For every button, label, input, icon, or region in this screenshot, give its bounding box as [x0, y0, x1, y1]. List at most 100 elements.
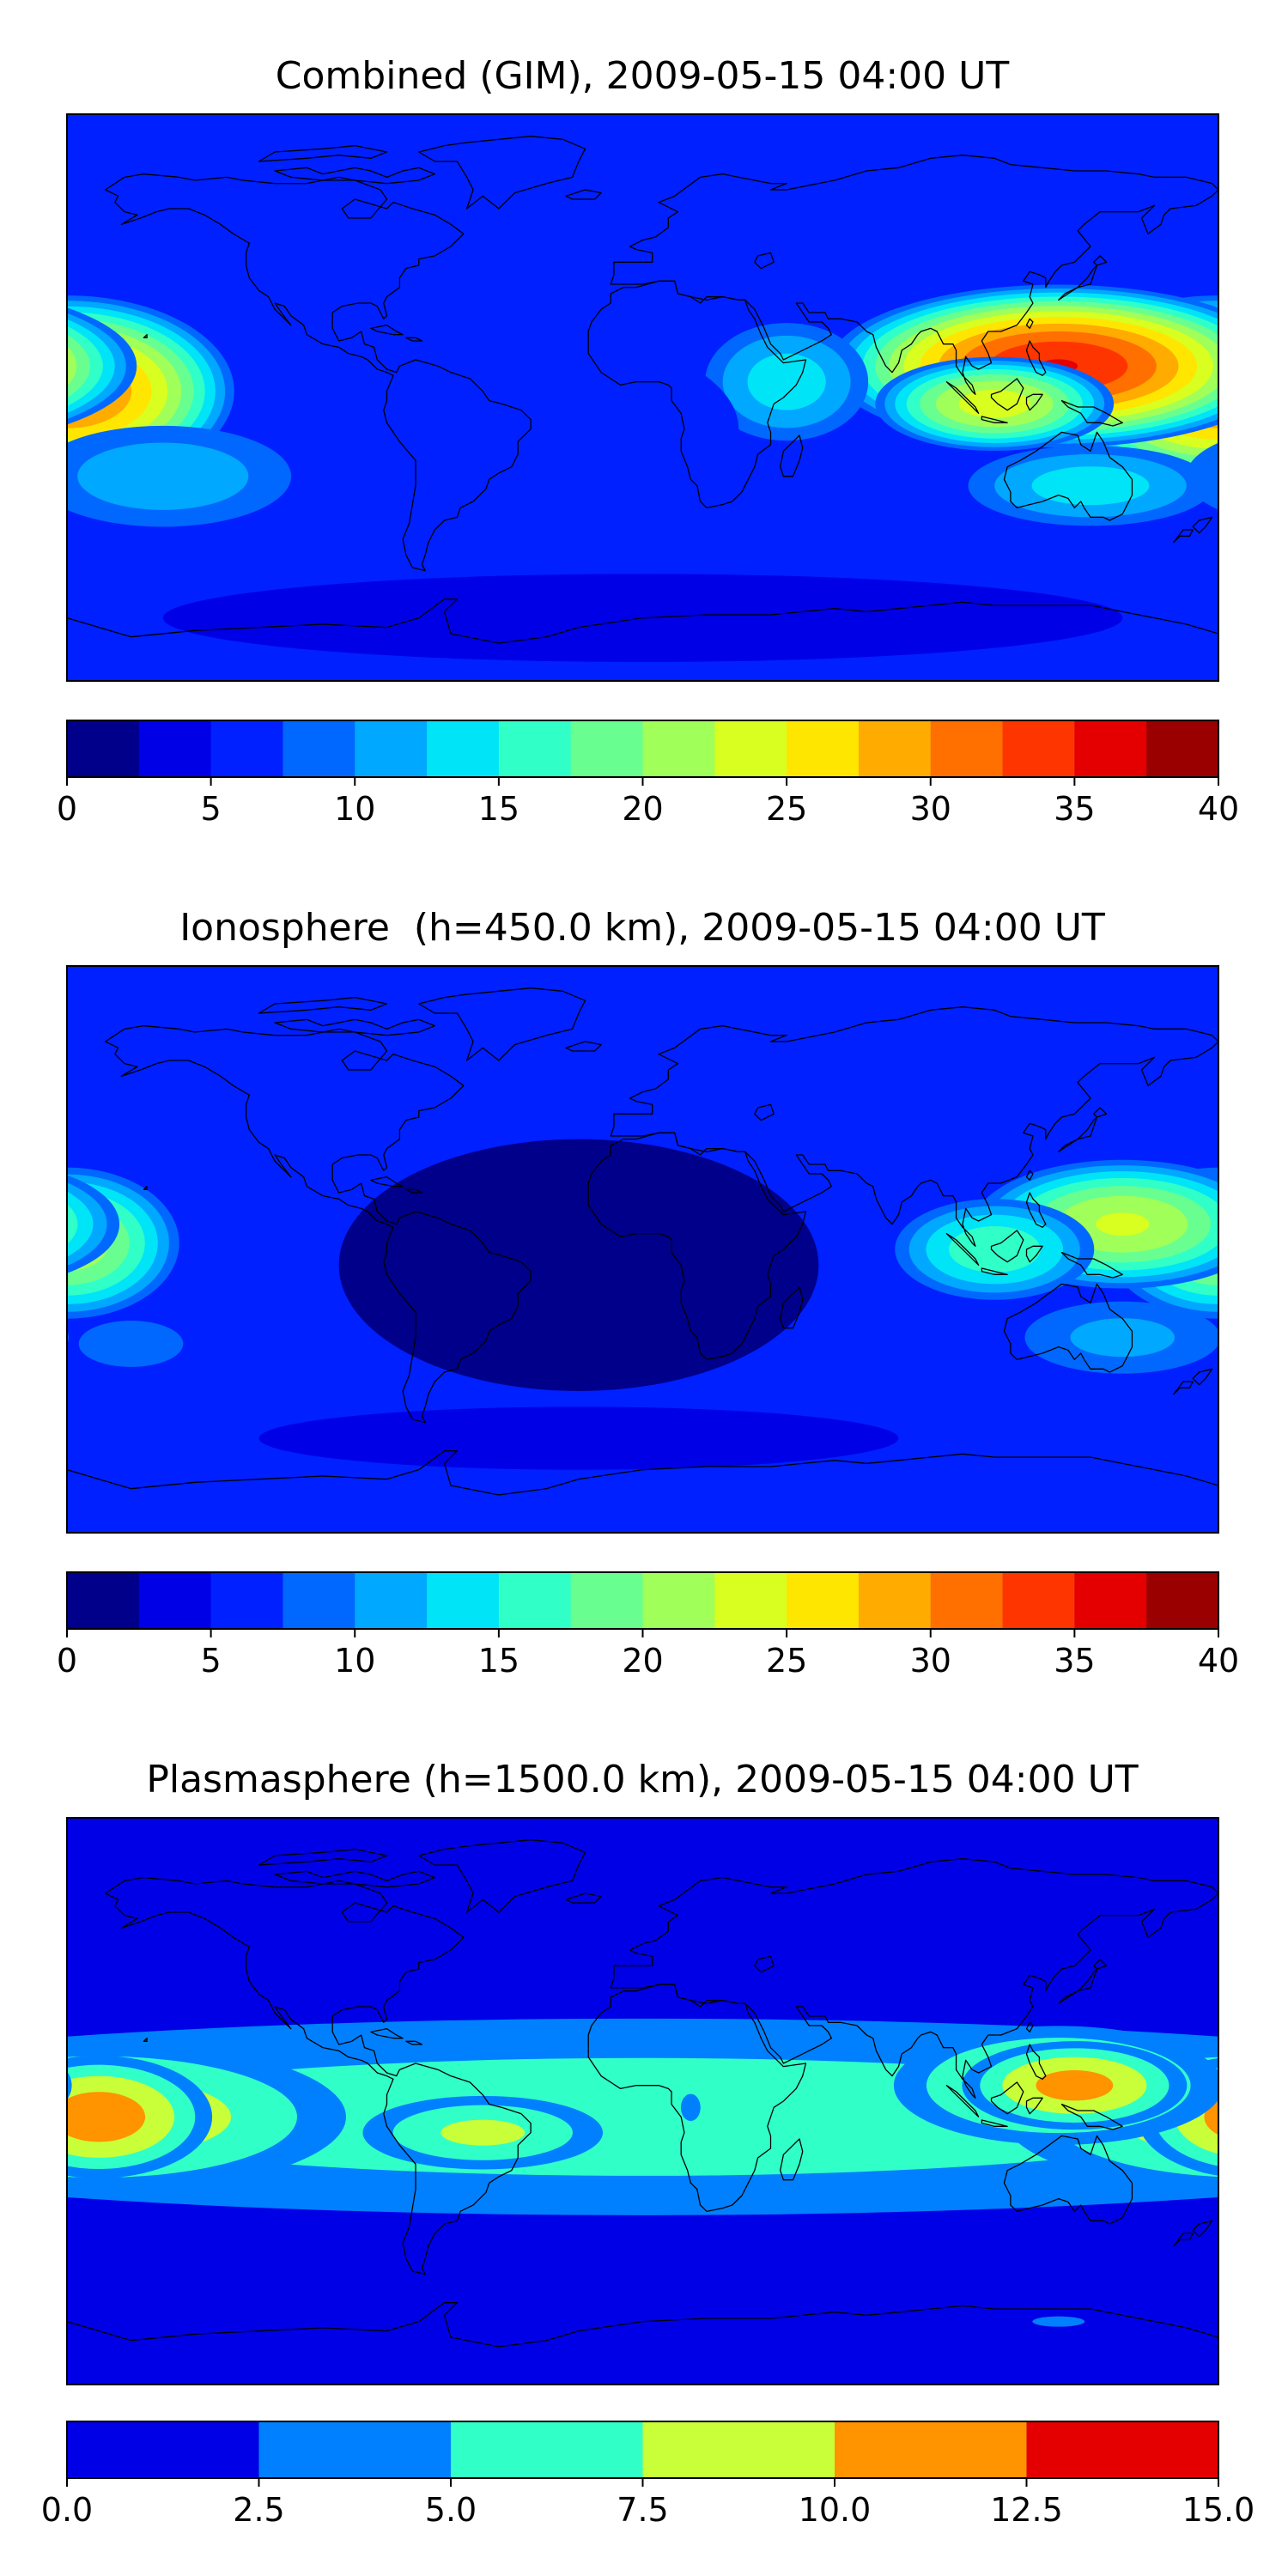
tec-region-antarctic-spot-level-1	[1032, 2316, 1085, 2327]
colorbar-swatch	[498, 720, 572, 777]
colorbar-swatch	[427, 1572, 500, 1629]
colorbar-swatch	[930, 720, 1004, 777]
tec-region-asia-peak-level-11	[0, 324, 27, 409]
colorbar-swatch	[714, 720, 787, 777]
colorbar-swatch	[283, 1572, 355, 1629]
panel-ionosphere-map-frame	[66, 965, 1219, 1534]
colorbar-swatch	[1002, 1572, 1075, 1629]
tec-region-south-pacific-level-4	[77, 442, 249, 510]
colorbar-tick-label: 15.0	[1182, 2491, 1255, 2529]
tec-region-asia-west-lobe-level-6	[949, 1226, 1041, 1273]
colorbar-tick-label: 10	[334, 790, 375, 828]
tec-region-asia-peak-level-8	[0, 1196, 36, 1253]
panel-combined-tec-map	[0, 114, 1288, 681]
colorbar-tick-label: 5.0	[425, 2491, 477, 2529]
panel-ionosphere: Ionosphere (h=450.0 km), 2009-05-15 04:0…	[0, 906, 1239, 1680]
colorbar-swatch	[498, 1572, 572, 1629]
colorbar-tick-label: 30	[910, 1642, 951, 1680]
colorbar-swatch	[1026, 2421, 1219, 2478]
colorbar-swatch	[283, 720, 355, 777]
colorbar-swatch	[67, 2421, 259, 2478]
tec-region-south-pacific-level-4	[1229, 442, 1288, 509]
colorbar-tick-label: 5	[201, 790, 222, 828]
tec-region-asia-peak-level-12	[0, 331, 5, 401]
colorbar-swatch	[642, 2421, 835, 2478]
tec-region-south-atlantic-low	[355, 334, 739, 524]
colorbar-tick-label: 0.0	[41, 2491, 93, 2529]
colorbar-swatch	[138, 1572, 212, 1629]
colorbar-tick-label: 30	[910, 790, 951, 828]
colorbar-tick-label: 25	[766, 1642, 807, 1680]
tec-region-africa-dip-level-1	[680, 2093, 701, 2122]
tec-region-asia-peak-level-6	[67, 1204, 78, 1245]
tec-region-south-pacific-level-3	[78, 1321, 184, 1367]
colorbar-tick-label: 12.5	[990, 2491, 1063, 2529]
colorbar-tick-label: 0	[57, 1642, 77, 1680]
panel-plasmasphere-map-frame	[66, 1817, 1219, 2385]
colorbar-tick-label: 40	[1198, 790, 1239, 828]
panel-ionosphere-colorbar: 0 5 10 15 20 25 30 35 40	[57, 1571, 1239, 1680]
colorbar-swatch	[1002, 720, 1075, 777]
colorbar-tick-label: 25	[766, 790, 807, 828]
colorbar-tick-label: 0	[57, 790, 77, 828]
colorbar-swatch	[1074, 720, 1147, 777]
tec-region-asia-peak-level-9	[1096, 1212, 1150, 1236]
colorbar-swatch	[787, 720, 860, 777]
tec-region-asia-peak-level-4	[1036, 2069, 1114, 2101]
tec-region-pacific-peak-level-4	[67, 2092, 146, 2142]
colorbar-swatch	[570, 720, 643, 777]
panel-ionosphere-tec-map	[0, 966, 1218, 1533]
colorbar-swatch	[451, 2421, 643, 2478]
panel-plasmasphere-tec-map	[0, 1818, 1218, 2385]
panel-plasmasphere-title: Plasmasphere (h=1500.0 km), 2009-05-15 0…	[146, 1758, 1138, 1801]
colorbar-swatch	[1146, 1572, 1219, 1629]
colorbar-swatch	[67, 1572, 140, 1629]
colorbar-tick-label: 7.5	[617, 2491, 668, 2529]
tec-region-southern-low	[258, 1406, 899, 1470]
tec-region-asia-peak-level-10	[0, 317, 46, 415]
tec-region-australia-level-3	[0, 446, 61, 526]
tec-region-australia-level-4	[1070, 1318, 1176, 1358]
tec-region-australia-level-3	[67, 1330, 70, 1345]
tec-region-atlantic-low	[338, 1139, 819, 1392]
colorbar-swatch	[1074, 1572, 1147, 1629]
colorbar-swatch	[642, 720, 715, 777]
colorbar-swatch	[138, 720, 212, 777]
tec-region-australia-level-5	[1031, 466, 1150, 506]
colorbar-swatch	[258, 2421, 452, 2478]
colorbar-swatch	[930, 1572, 1004, 1629]
tec-region-asia-peak-level-1	[0, 2041, 35, 2129]
panel-plasmasphere: Plasmasphere (h=1500.0 km), 2009-05-15 0…	[0, 1758, 1255, 2529]
colorbar-tick-label: 15	[478, 1642, 519, 1680]
panel-combined: Combined (GIM), 2009-05-15 04:00 UT 0 5 10…	[0, 54, 1288, 828]
panel-combined-map-frame	[66, 113, 1219, 682]
colorbar-tick-label: 10	[334, 1642, 375, 1680]
colorbar-tick-label: 10.0	[799, 2491, 872, 2529]
colorbar-swatch	[858, 720, 932, 777]
tec-region-asia-band-level-1	[67, 2071, 72, 2100]
colorbar-swatch	[210, 1572, 283, 1629]
colorbar-tick-label: 20	[622, 1642, 663, 1680]
tec-region-australia-level-4	[0, 1318, 23, 1357]
colorbar-tick-label: 5	[201, 1642, 222, 1680]
colorbar-swatch	[787, 1572, 860, 1629]
panel-combined-colorbar: 0 5 10 15 20 25 30 35 40	[57, 720, 1239, 828]
colorbar-swatch	[427, 720, 500, 777]
colorbar-tick-label: 15	[478, 790, 519, 828]
colorbar-tick-label: 20	[622, 790, 663, 828]
colorbar-swatch	[835, 2421, 1027, 2478]
tec-region-asia-peak-level-2	[0, 2048, 17, 2123]
colorbar-swatch	[858, 1572, 932, 1629]
colorbar-swatch	[714, 1572, 787, 1629]
tec-region-asia-peak-level-9	[0, 311, 62, 421]
tec-region-asia-peak-level-7	[67, 334, 91, 398]
colorbar-swatch	[1146, 720, 1219, 777]
colorbar-swatch	[210, 720, 283, 777]
tec-region-asia-peak-level-5	[67, 1191, 94, 1257]
panel-ionosphere-title: Ionosphere (h=450.0 km), 2009-05-15 04:0…	[179, 906, 1105, 950]
colorbar-swatch	[67, 720, 140, 777]
tec-region-asia-peak-level-8	[67, 346, 77, 386]
tec-region-asia-band-level-2	[0, 2038, 39, 2133]
colorbar-swatch	[355, 1572, 428, 1629]
